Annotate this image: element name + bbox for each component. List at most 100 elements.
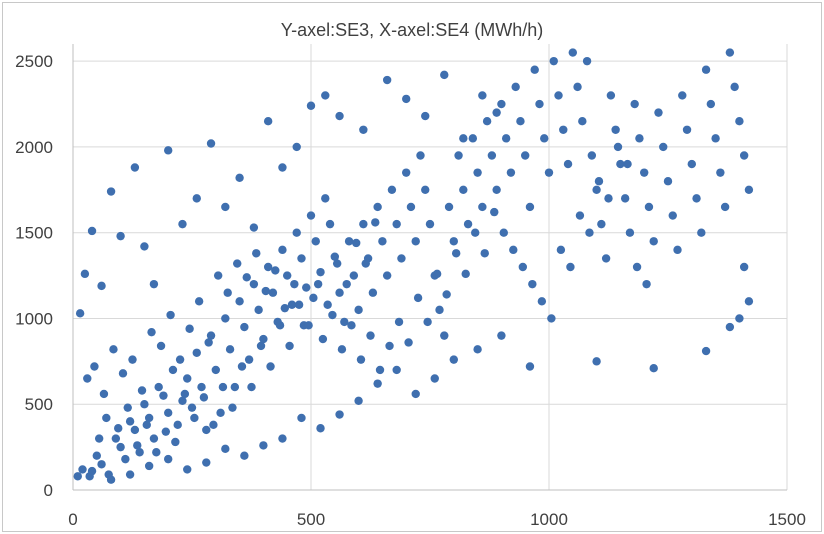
data-point	[744, 185, 754, 195]
data-point	[556, 245, 566, 255]
data-point	[392, 365, 401, 375]
data-point	[213, 271, 223, 280]
data-point	[144, 413, 154, 423]
data-point	[278, 245, 287, 255]
data-point	[473, 345, 482, 354]
y-tick-label: 500	[25, 395, 53, 414]
data-point	[171, 437, 180, 447]
data-point	[342, 279, 351, 289]
data-points	[73, 48, 754, 484]
data-point	[102, 413, 111, 423]
data-point	[509, 245, 518, 255]
data-point	[397, 254, 406, 263]
data-point	[135, 448, 144, 457]
data-point	[739, 262, 749, 272]
data-point	[178, 396, 187, 405]
data-point	[449, 355, 458, 364]
data-point	[371, 218, 380, 227]
data-point	[482, 116, 492, 126]
data-point	[525, 202, 535, 212]
data-point	[402, 94, 411, 104]
data-point	[140, 400, 149, 409]
data-point	[373, 202, 382, 212]
data-point	[416, 151, 425, 160]
data-point	[130, 163, 140, 172]
data-point	[654, 108, 663, 117]
data-point	[490, 207, 499, 217]
data-point	[175, 355, 185, 364]
data-point	[116, 231, 125, 241]
data-point	[263, 116, 273, 126]
data-point	[744, 297, 754, 306]
data-point	[249, 223, 259, 232]
data-point	[297, 254, 306, 263]
data-point	[306, 101, 316, 110]
data-point	[285, 341, 294, 351]
axis-lines	[72, 44, 787, 491]
data-point	[623, 159, 632, 169]
data-point	[382, 271, 392, 280]
data-point	[421, 111, 430, 121]
data-point	[178, 219, 187, 229]
data-point	[592, 185, 601, 195]
data-point	[259, 334, 268, 344]
data-point	[549, 56, 558, 66]
data-point	[221, 202, 230, 212]
data-point	[720, 202, 730, 212]
data-point	[225, 345, 235, 354]
data-point	[663, 177, 673, 186]
data-point	[442, 290, 451, 299]
x-tick-label: 1000	[530, 510, 568, 529]
data-point	[149, 279, 159, 289]
data-point	[423, 317, 432, 327]
data-point	[106, 187, 116, 196]
data-point	[228, 403, 237, 412]
data-point	[109, 345, 118, 354]
data-point	[716, 168, 725, 177]
data-point	[402, 168, 411, 177]
data-point	[235, 297, 244, 306]
data-point	[449, 237, 458, 246]
data-point	[613, 142, 623, 152]
data-point	[130, 425, 140, 435]
data-point	[361, 259, 370, 268]
data-point	[161, 427, 171, 436]
data-point	[321, 91, 330, 100]
data-point	[451, 249, 461, 258]
data-point	[125, 470, 135, 479]
data-point	[635, 134, 644, 143]
data-point	[309, 293, 318, 303]
data-point	[183, 374, 192, 383]
data-point	[697, 228, 706, 237]
data-point	[356, 355, 366, 364]
data-point	[352, 238, 361, 248]
data-point	[430, 374, 439, 383]
data-point	[725, 48, 735, 57]
data-point	[701, 65, 711, 74]
data-point	[444, 202, 454, 212]
data-point	[616, 159, 625, 169]
data-point	[147, 327, 156, 337]
data-point	[587, 151, 597, 160]
data-point	[83, 374, 92, 383]
data-point	[202, 425, 211, 435]
data-point	[325, 219, 335, 229]
data-point	[111, 434, 121, 443]
data-point	[94, 434, 104, 443]
data-point	[173, 420, 182, 430]
data-point	[573, 82, 582, 92]
data-point	[585, 228, 594, 237]
y-tick-label: 0	[44, 481, 53, 500]
data-point	[80, 269, 90, 279]
data-point	[283, 271, 292, 280]
data-point	[432, 269, 442, 279]
data-point	[530, 65, 539, 74]
x-tick-label: 1500	[768, 510, 806, 529]
data-point	[154, 382, 163, 392]
data-point	[240, 451, 249, 460]
data-point	[263, 262, 273, 272]
data-point	[335, 111, 344, 121]
data-point	[735, 314, 744, 323]
data-point	[440, 70, 449, 80]
